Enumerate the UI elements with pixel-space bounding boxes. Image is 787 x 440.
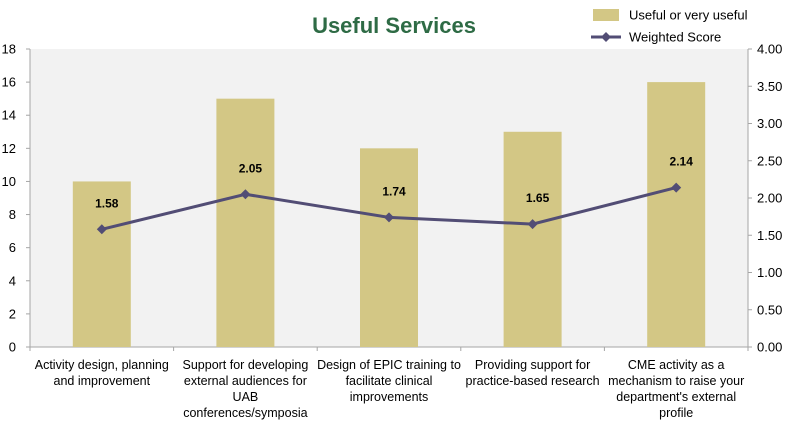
y-left-tick-label: 6 [9, 240, 16, 255]
y-right-tick-label: 1.50 [757, 228, 782, 243]
category-label: CME activity as a mechanism to raise your… [608, 358, 744, 420]
y-right-tick-label: 2.00 [757, 191, 782, 206]
bar [360, 148, 418, 347]
category-label: Activity design, planning and improvement [35, 358, 169, 388]
y-right-tick-label: 0.50 [757, 302, 782, 317]
category-label: Design of EPIC training to facilitate cli… [317, 358, 461, 404]
y-left-tick-label: 16 [2, 75, 16, 90]
y-right-tick-label: 2.50 [757, 153, 782, 168]
y-left-tick-label: 10 [2, 174, 16, 189]
data-label: 1.74 [382, 184, 406, 198]
weighted-score-point [527, 219, 538, 230]
data-label: 2.14 [670, 155, 694, 169]
category-label: Support for developing external audiences… [183, 358, 309, 420]
weighted-score-point [671, 182, 682, 193]
y-left-tick-label: 4 [9, 273, 16, 288]
bar [503, 131, 562, 347]
y-right-tick-label: 1.00 [757, 265, 782, 280]
weighted-score-point [240, 189, 251, 200]
y-left-tick-label: 14 [2, 108, 16, 123]
legend-swatch-bar [593, 9, 619, 21]
y-left-tick-label: 8 [9, 207, 16, 222]
y-left-tick-label: 0 [9, 340, 16, 355]
y-left-tick-label: 2 [9, 306, 16, 321]
weighted-score-point [96, 224, 107, 235]
weighted-score-point [384, 212, 394, 223]
y-right-tick-label: 3.50 [757, 79, 782, 94]
y-right-tick-label: 3.00 [757, 116, 782, 131]
bar [647, 82, 706, 347]
data-label: 2.05 [239, 161, 263, 175]
bar [72, 181, 131, 347]
legend-label-line: Weighted Score [629, 30, 721, 45]
y-left-tick-label: 18 [2, 42, 16, 57]
category-label: Providing support for practice-based rese… [466, 358, 600, 388]
bar [216, 98, 275, 348]
y-right-tick-label: 0.00 [757, 340, 782, 355]
legend-label-bar: Useful or very useful [629, 8, 748, 23]
chart-title: Useful Services [312, 13, 476, 38]
data-label: 1.58 [95, 196, 119, 210]
y-left-tick-label: 12 [2, 141, 16, 156]
y-right-tick-label: 4.00 [757, 42, 782, 57]
legend-swatch-marker [601, 32, 611, 42]
data-label: 1.65 [526, 191, 550, 205]
